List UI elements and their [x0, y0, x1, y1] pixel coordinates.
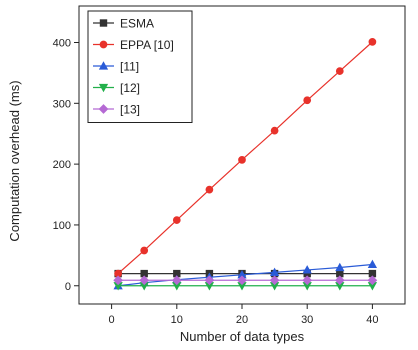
- legend-label: [11]: [120, 60, 139, 74]
- legend-item: ESMA: [93, 17, 154, 31]
- data-point: [302, 275, 313, 286]
- x-tick-label: 40: [366, 314, 378, 326]
- data-point: [302, 265, 312, 274]
- x-tick-label: 10: [171, 314, 183, 326]
- data-point: [139, 275, 150, 286]
- data-point: [335, 262, 345, 272]
- series-4: [113, 275, 378, 286]
- legend: ESMA EPPA [10] [11] [12] [13]: [87, 10, 193, 123]
- data-point: [205, 185, 214, 194]
- data-point: [367, 275, 378, 286]
- series-3: [113, 282, 378, 291]
- legend-item: [11]: [93, 60, 139, 74]
- data-point: [172, 216, 181, 224]
- x-axis-label: Number of data types: [180, 329, 305, 344]
- y-axis-label: Computation overhead (ms): [7, 80, 22, 241]
- data-point: [303, 96, 312, 105]
- legend-marker: [99, 19, 108, 27]
- legend-label: [12]: [120, 81, 140, 95]
- data-point: [334, 275, 345, 286]
- data-point: [238, 156, 246, 164]
- y-tick-label: 400: [53, 37, 71, 49]
- data-point: [269, 275, 280, 286]
- data-point: [204, 275, 215, 286]
- legend-marker: [98, 104, 109, 114]
- legend-label: [13]: [120, 103, 140, 117]
- legend-item: [13]: [93, 103, 140, 117]
- data-point: [270, 126, 279, 135]
- x-tick-label: 30: [301, 314, 313, 326]
- plot-layer: [113, 38, 378, 291]
- legend-label: ESMA: [120, 17, 154, 31]
- legend-item: EPPA [10]: [93, 38, 174, 52]
- data-point: [140, 246, 149, 255]
- data-point: [368, 38, 377, 46]
- data-point: [113, 275, 123, 286]
- y-tick-label: 0: [65, 281, 71, 293]
- series-1: [114, 38, 377, 278]
- x-tick-label: 20: [236, 314, 248, 326]
- legend-marker: [98, 61, 109, 70]
- legend-marker: [98, 83, 109, 93]
- y-tick-label: 100: [53, 220, 71, 232]
- legend-marker: [99, 40, 108, 49]
- data-point: [237, 275, 247, 286]
- y-tick-label: 200: [53, 159, 71, 171]
- data-point: [367, 259, 378, 269]
- x-tick-label: 0: [109, 314, 115, 326]
- y-tick-label: 300: [53, 98, 71, 110]
- legend-label: EPPA [10]: [120, 38, 174, 52]
- legend-item: [12]: [93, 81, 140, 95]
- data-point: [335, 67, 344, 75]
- data-point: [171, 275, 182, 286]
